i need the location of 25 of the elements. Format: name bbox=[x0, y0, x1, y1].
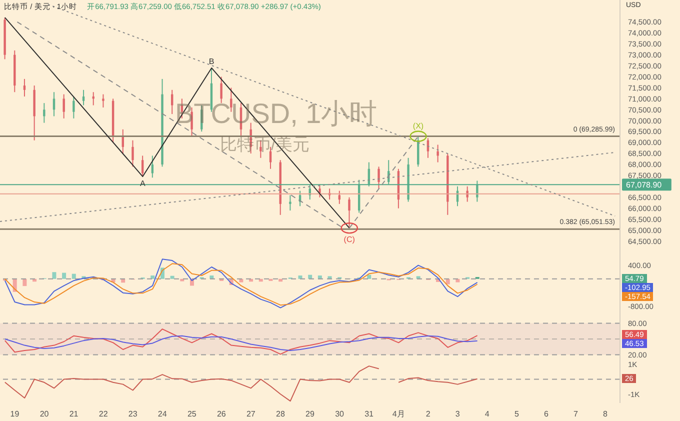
x-tick-label: 27 bbox=[246, 410, 256, 419]
x-tick-label: 31 bbox=[364, 410, 374, 419]
x-tick-label: 20 bbox=[40, 410, 50, 419]
x-tick-label: 23 bbox=[128, 410, 138, 419]
x-tick-label: 6 bbox=[544, 410, 549, 419]
annotation: (C) bbox=[344, 234, 356, 244]
ref-line-label: 67,078.90 bbox=[626, 180, 662, 190]
x-tick-label: 5 bbox=[514, 410, 520, 419]
x-tick-label: 22 bbox=[98, 410, 108, 419]
x-tick-label: 28 bbox=[276, 410, 286, 419]
x-tick-label: 3 bbox=[455, 410, 460, 419]
annotation: (X) bbox=[412, 121, 424, 130]
annotation: B bbox=[208, 56, 214, 66]
x-tick-label: 4 bbox=[484, 410, 490, 419]
x-tick-label: 26 bbox=[216, 410, 226, 419]
x-tick-label: 29 bbox=[306, 410, 315, 419]
x-tick-label: 24 bbox=[158, 410, 168, 419]
x-tick-label: 21 bbox=[69, 410, 79, 419]
x-tick-label: 25 bbox=[187, 410, 197, 419]
x-tick-label: 2 bbox=[426, 410, 431, 419]
x-tick-label: 8 bbox=[603, 410, 608, 419]
x-tick-label: 4月 bbox=[392, 410, 405, 419]
x-tick-label: 30 bbox=[335, 410, 345, 419]
x-tick-label: 19 bbox=[10, 410, 20, 419]
x-tick-label: 7 bbox=[573, 410, 578, 419]
